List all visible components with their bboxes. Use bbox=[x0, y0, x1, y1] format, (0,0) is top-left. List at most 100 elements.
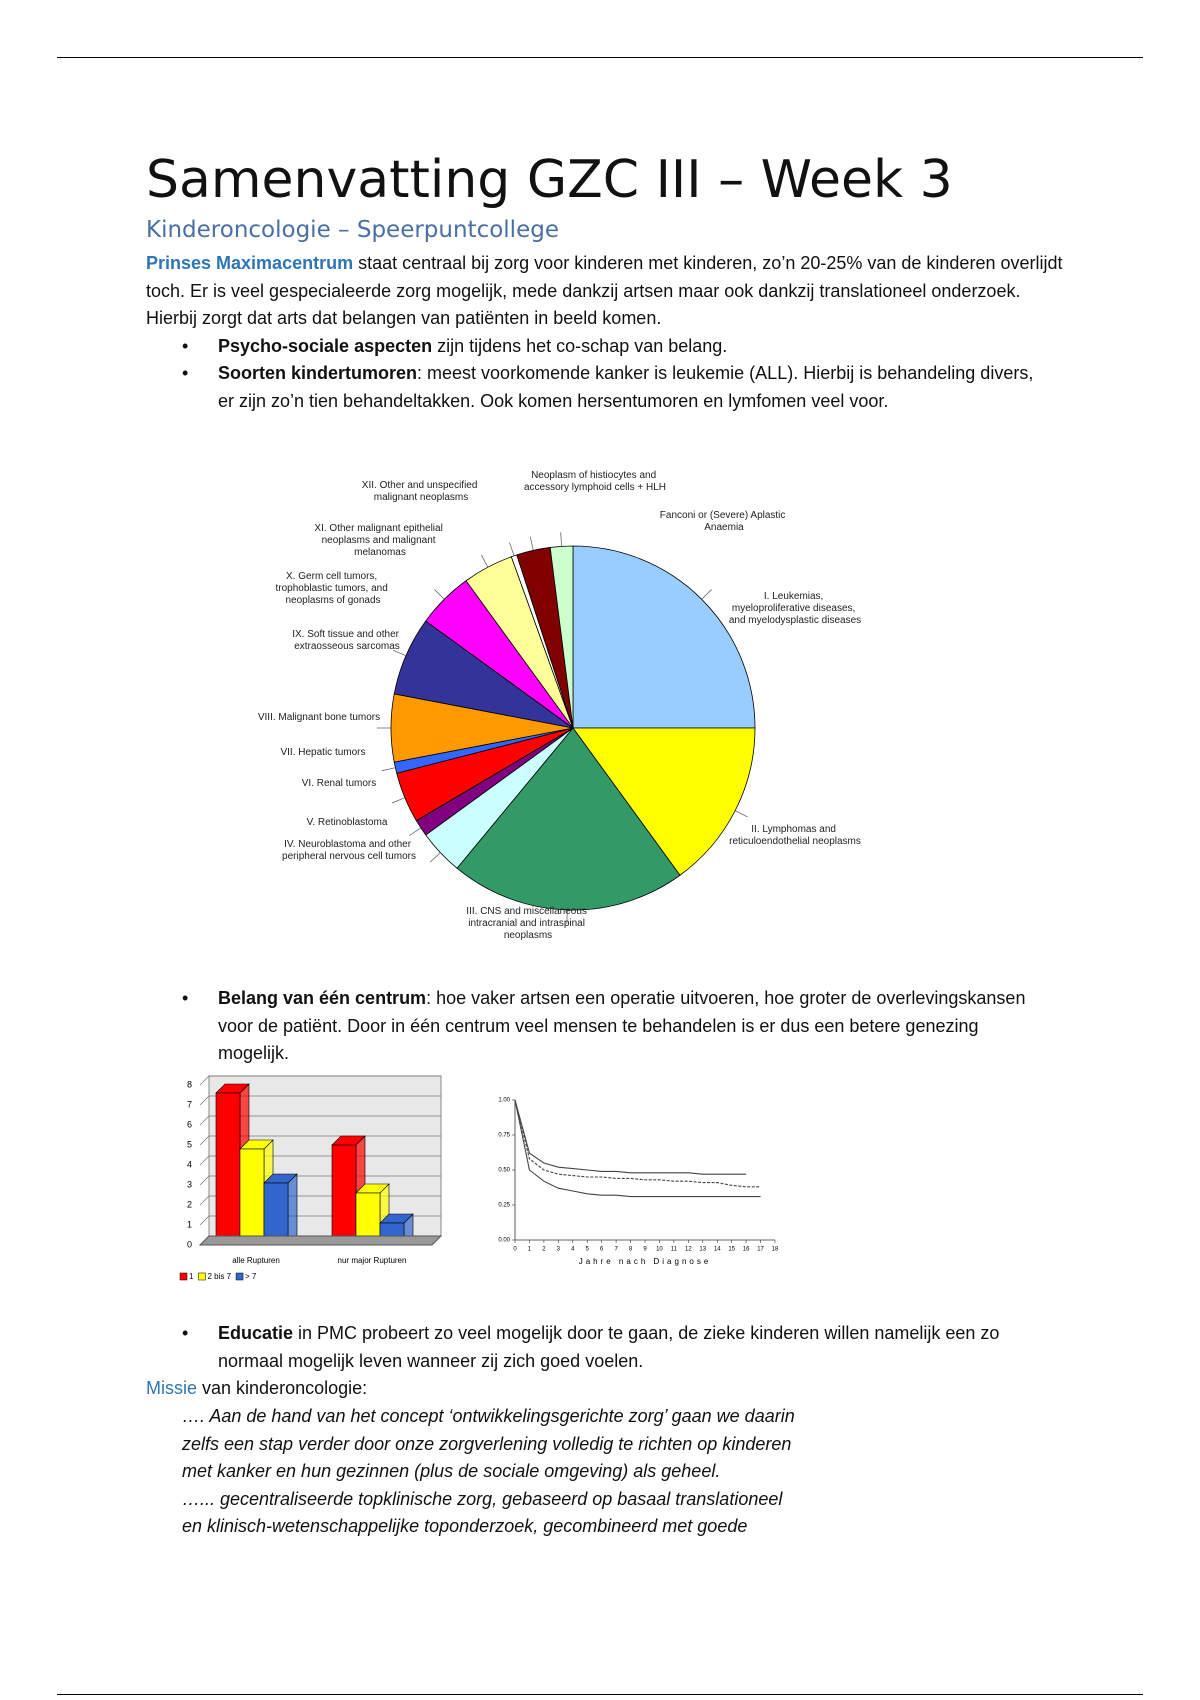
quote: …. Aan de hand van het concept ‘ontwikke… bbox=[182, 1403, 1102, 1541]
mission-text: van kinderoncologie: bbox=[197, 1378, 368, 1398]
x-tick-label: 9 bbox=[643, 1247, 647, 1253]
bar bbox=[263, 1182, 289, 1246]
legend-swatch bbox=[179, 1272, 188, 1281]
bottom-rule bbox=[57, 1694, 1143, 1695]
quote-line: met kanker en hun gezinnen (plus de soci… bbox=[182, 1461, 721, 1481]
bullet-text: : meest voorkomende kanker is leukemie (… bbox=[218, 363, 1034, 411]
legend-swatch bbox=[198, 1272, 206, 1281]
x-tick-label: 3 bbox=[557, 1247, 561, 1253]
grid-line bbox=[199, 1115, 210, 1126]
survival-line bbox=[514, 1099, 747, 1175]
legend-label: > 7 bbox=[245, 1272, 257, 1281]
grid-line bbox=[199, 1175, 210, 1186]
leader-line bbox=[381, 767, 396, 772]
x-axis-label: Jahre nach Diagnose bbox=[579, 1257, 712, 1266]
x-tick-label: 17 bbox=[757, 1247, 764, 1253]
slice-label: XII. Other and unspecified malignant neo… bbox=[362, 480, 480, 503]
slice-label: IV. Neuroblastoma and other peripheral n… bbox=[282, 839, 416, 862]
grid-line bbox=[199, 1215, 210, 1226]
x-tick-label: 15 bbox=[728, 1247, 735, 1253]
bullet: Psycho-sociale aspecten zijn tijdens het… bbox=[182, 333, 1038, 361]
leader-line bbox=[509, 542, 515, 556]
bullet: Soorten kindertumoren: meest voorkomende… bbox=[182, 360, 1038, 415]
slice-label: VIII. Malignant bone tumors bbox=[258, 712, 380, 723]
quote-line: …... gecentraliseerde topklinische zorg,… bbox=[182, 1488, 783, 1509]
x-tick-label: alle Rupturen bbox=[232, 1256, 280, 1265]
y-tick-label: 3 bbox=[187, 1179, 192, 1189]
legend-swatch bbox=[235, 1272, 244, 1281]
y-tick-label: 1.00 bbox=[498, 1098, 510, 1104]
intro: Prinses Maximacentrum staat centraal bij… bbox=[146, 250, 1066, 333]
bullet: Belang van één centrum: hoe vaker artsen… bbox=[182, 985, 1038, 1068]
legend-label: 1 bbox=[189, 1272, 194, 1281]
leader-line bbox=[560, 532, 562, 547]
bullet-bold: Belang van één centrum bbox=[218, 988, 427, 1008]
bullet-text: in PMC probeert zo veel mogelijk door te… bbox=[218, 1323, 1000, 1371]
bullet: Educatie in PMC probeert zo veel mogelij… bbox=[182, 1320, 1038, 1375]
mission-lead: Missie bbox=[146, 1378, 198, 1398]
slice-label: Neoplasm of histiocytes and accessory ly… bbox=[524, 470, 666, 493]
x-tick-label: 16 bbox=[743, 1247, 750, 1253]
y-tick-label: 4 bbox=[187, 1159, 192, 1169]
quote-line: …. Aan de hand van het concept ‘ontwikke… bbox=[182, 1406, 795, 1426]
bullet-bold: Soorten kindertumoren bbox=[218, 363, 418, 383]
x-tick-label: 18 bbox=[772, 1247, 779, 1253]
slice-label: IX. Soft tissue and other extraosseous s… bbox=[292, 629, 402, 652]
slice-label: II. Lymphomas and reticuloendothelial ne… bbox=[729, 824, 861, 847]
x-tick-label: 14 bbox=[714, 1247, 721, 1253]
bullet-text: : hoe vaker artsen een operatie uitvoere… bbox=[218, 988, 1026, 1063]
slice-label: V. Retinoblastoma bbox=[307, 817, 388, 828]
y-tick-label: 8 bbox=[187, 1079, 192, 1089]
slice-label: VII. Hepatic tumors bbox=[280, 747, 365, 758]
x-tick-label: 13 bbox=[699, 1247, 706, 1253]
x-tick-label: 1 bbox=[528, 1247, 532, 1253]
leader-line bbox=[392, 649, 407, 657]
intro-lead: Prinses Maximacentrum bbox=[146, 253, 354, 273]
pie-slice bbox=[456, 727, 681, 911]
bullet-bold: Educatie bbox=[218, 1323, 294, 1343]
x-tick-label: 11 bbox=[671, 1247, 678, 1253]
x-tick-label: 12 bbox=[685, 1247, 692, 1253]
y-tick-label: 5 bbox=[187, 1139, 192, 1149]
pie-chart: I. Leukemias, myeloproliferative disease… bbox=[258, 470, 861, 941]
grid-line bbox=[199, 1195, 210, 1206]
title: Samenvatting GZC III – Week 3 bbox=[146, 150, 953, 210]
x-tick-label: 7 bbox=[614, 1247, 618, 1253]
x-tick-label: 5 bbox=[586, 1247, 590, 1253]
subtitle: Kinderoncologie – Speerpuntcollege bbox=[146, 217, 559, 243]
leader-line bbox=[408, 827, 422, 836]
slice-label: VI. Renal tumors bbox=[302, 778, 376, 789]
pie-slice bbox=[572, 727, 756, 876]
slice-label: X. Germ cell tumors, trophoblastic tumor… bbox=[275, 571, 390, 606]
y-tick-label: 0.00 bbox=[498, 1238, 510, 1244]
x-tick-label: 8 bbox=[629, 1247, 633, 1253]
bullet-bold: Psycho-sociale aspecten bbox=[218, 336, 433, 356]
slice-label: XI. Other malignant epithelial neoplasms… bbox=[314, 523, 445, 558]
bar bbox=[239, 1148, 265, 1246]
leader-line bbox=[429, 852, 441, 863]
bar bbox=[215, 1092, 241, 1246]
y-tick-label: 6 bbox=[187, 1119, 192, 1129]
survival-line bbox=[514, 1099, 761, 1188]
grid-line bbox=[199, 1135, 210, 1146]
y-tick-label: 0.50 bbox=[498, 1168, 510, 1174]
x-tick-label: 2 bbox=[542, 1247, 546, 1253]
bullet-text: zijn tijdens het co-schap van belang. bbox=[432, 336, 728, 356]
legend-label: 2 bis 7 bbox=[207, 1272, 231, 1281]
slice-label: I. Leukemias, myeloproliferative disease… bbox=[729, 591, 861, 626]
grid-line bbox=[199, 1095, 210, 1106]
top-rule bbox=[57, 57, 1143, 58]
pie-slice bbox=[572, 545, 756, 729]
survival-chart: 0 1 2 3 4 5 6 7 8 9 10 11 12 13 14 15 16 17 180.000.250.50… bbox=[498, 1098, 779, 1267]
y-tick-label: 0.75 bbox=[498, 1133, 510, 1139]
x-tick-label: nur major Rupturen bbox=[338, 1256, 407, 1265]
slice-label: Fanconi or (Severe) Aplastic Anaemia bbox=[660, 510, 788, 533]
leader-line bbox=[434, 589, 445, 600]
x-tick-label: 4 bbox=[571, 1247, 575, 1253]
mission: Missie van kinderoncologie: bbox=[146, 1375, 1066, 1403]
leader-line bbox=[480, 554, 489, 568]
y-tick-label: 0.25 bbox=[498, 1203, 510, 1209]
y-tick-label: 2 bbox=[187, 1199, 192, 1209]
slice-label: III. CNS and miscellaneous intracranial … bbox=[466, 906, 589, 941]
